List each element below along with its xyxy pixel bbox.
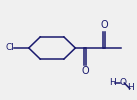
Text: O: O [81, 66, 89, 76]
Text: H: H [127, 84, 134, 92]
Text: H: H [109, 78, 116, 87]
Text: O: O [119, 78, 126, 87]
Text: Cl: Cl [5, 43, 14, 52]
Text: O: O [100, 20, 108, 30]
